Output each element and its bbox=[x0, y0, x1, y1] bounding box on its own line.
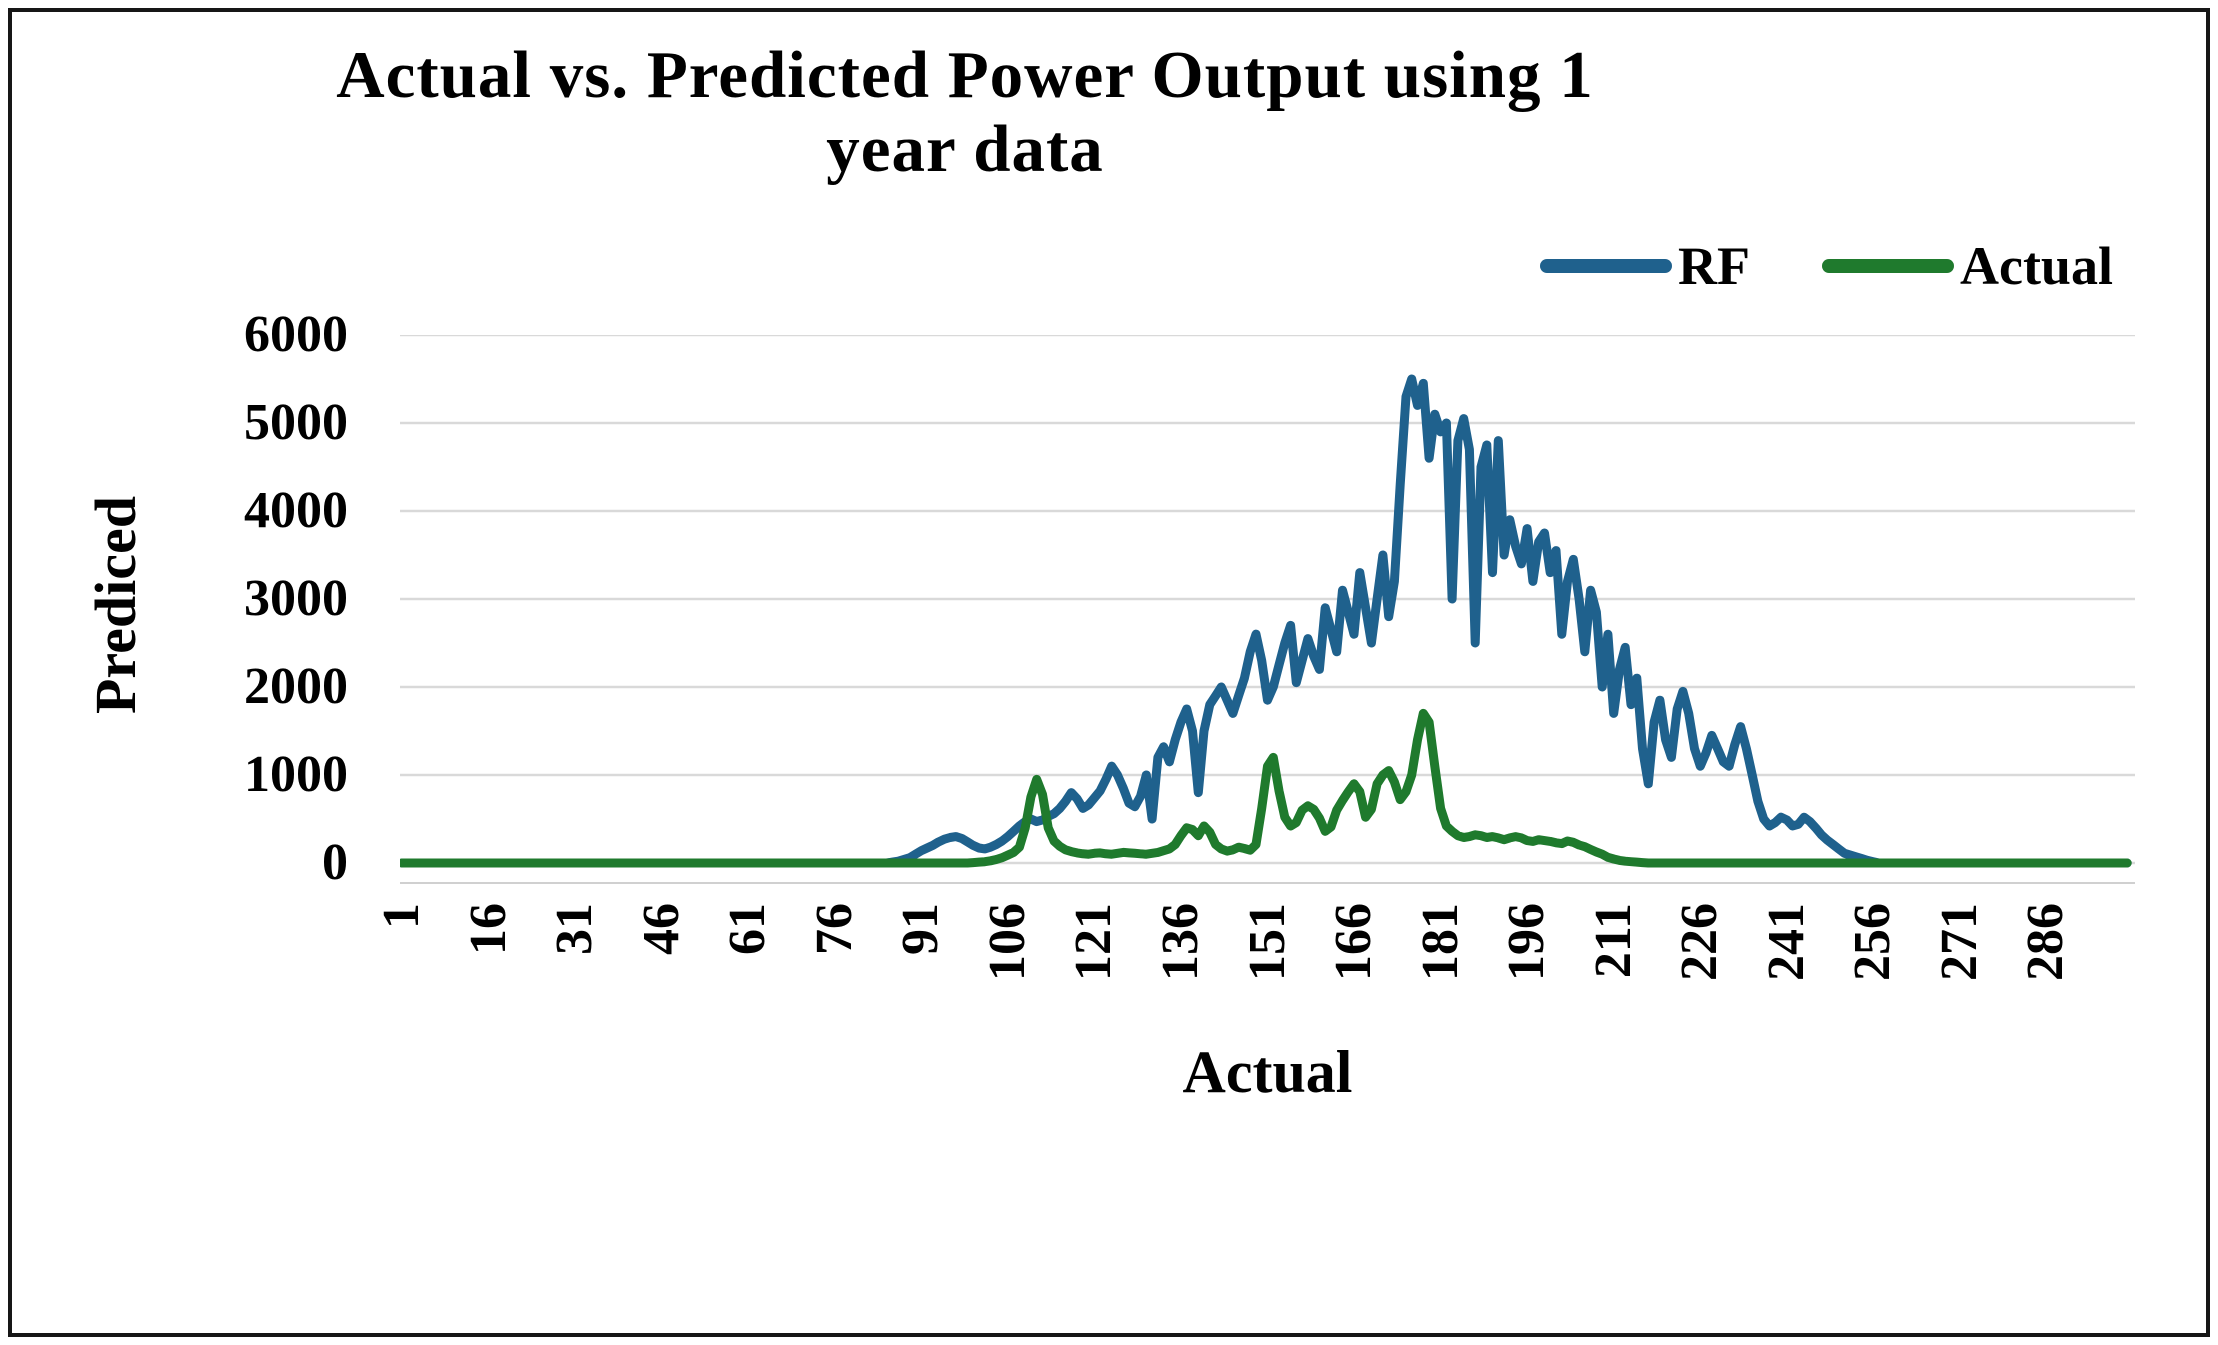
x-tick-label: 61 bbox=[719, 903, 777, 955]
legend-label-actual: Actual bbox=[1959, 236, 2113, 296]
y-tick-label: 1000 bbox=[244, 746, 348, 803]
y-tick-label: 5000 bbox=[244, 394, 348, 451]
chart-title-line2: year data bbox=[826, 112, 1104, 186]
y-tick-label: 2000 bbox=[244, 658, 348, 715]
rf-line-swatch bbox=[1540, 259, 1672, 273]
legend: RF Actual bbox=[1540, 236, 2113, 296]
chart-title-line1: Actual vs. Predicted Power Output using … bbox=[336, 38, 1594, 112]
x-tick-label: 256 bbox=[1844, 903, 1902, 981]
x-axis-title: Actual bbox=[1182, 1039, 1353, 1105]
x-tick-label: 151 bbox=[1238, 903, 1296, 981]
chart-title: Actual vs. Predicted Power Output using … bbox=[60, 38, 1870, 186]
legend-label-rf: RF bbox=[1678, 236, 1750, 296]
actual-line-swatch bbox=[1821, 259, 1954, 273]
x-tick-label: 181 bbox=[1411, 903, 1469, 981]
x-tick-label: 31 bbox=[546, 903, 604, 955]
x-tick-label: 136 bbox=[1151, 903, 1209, 981]
y-tick-label: 6000 bbox=[244, 306, 348, 363]
legend-item-actual: Actual bbox=[1821, 236, 2113, 296]
plot-area bbox=[400, 335, 2135, 884]
x-tick-label: 106 bbox=[978, 903, 1036, 981]
x-tick-label: 226 bbox=[1671, 903, 1729, 981]
y-tick-label: 3000 bbox=[244, 570, 348, 627]
x-tick-label: 76 bbox=[805, 903, 863, 955]
x-tick-label: 196 bbox=[1498, 903, 1556, 981]
x-tick-label: 166 bbox=[1325, 903, 1383, 981]
y-tick-label: 0 bbox=[322, 834, 348, 891]
x-tick-label: 46 bbox=[632, 903, 690, 955]
x-tick-label: 286 bbox=[2017, 903, 2075, 981]
x-tick-label: 121 bbox=[1065, 903, 1123, 981]
actual-line bbox=[400, 708, 2132, 868]
x-tick-label: 271 bbox=[1930, 903, 1988, 981]
x-tick-label: 241 bbox=[1757, 903, 1815, 981]
x-tick-label: 211 bbox=[1584, 903, 1642, 979]
y-tick-label: 4000 bbox=[244, 482, 348, 539]
x-tick-label: 16 bbox=[459, 903, 517, 955]
x-tick-label: 91 bbox=[892, 903, 950, 955]
legend-item-rf: RF bbox=[1540, 236, 1750, 296]
x-tick-label: 1 bbox=[373, 903, 430, 929]
